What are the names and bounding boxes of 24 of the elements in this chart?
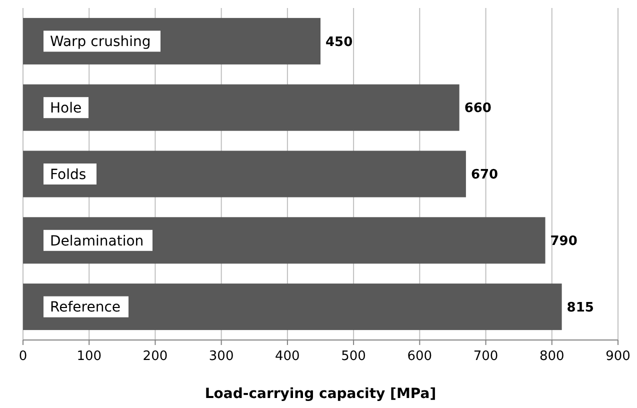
bar <box>23 150 466 198</box>
bar <box>23 84 460 131</box>
bar <box>23 284 562 330</box>
x-tick-label: 200 <box>142 349 168 364</box>
x-tick-label: 800 <box>539 349 564 364</box>
y-tick-label: Delamination <box>50 233 144 250</box>
x-tick-label: 100 <box>76 349 102 364</box>
x-tick-label: 0 <box>18 349 28 364</box>
data-label: 450 <box>326 34 353 50</box>
y-tick-label: Reference <box>50 300 120 316</box>
data-label: 670 <box>470 168 498 183</box>
x-tick-label: 600 <box>407 349 432 364</box>
y-tick-label: Folds <box>50 166 86 183</box>
y-tick-label: Hole <box>50 100 82 116</box>
data-label: 815 <box>566 300 594 316</box>
x-tick-label: 300 <box>208 349 234 364</box>
x-axis-title: Load-carrying capacity [MPa] <box>204 386 436 402</box>
x-tick-label: 500 <box>341 349 366 364</box>
data-label: 790 <box>550 234 578 249</box>
data-label: 660 <box>464 101 492 116</box>
y-tick-label: Warp crushing <box>50 34 151 50</box>
x-tick-label: 400 <box>275 349 300 364</box>
x-tick-label: 700 <box>473 349 498 364</box>
x-tick-label: 900 <box>606 349 630 364</box>
